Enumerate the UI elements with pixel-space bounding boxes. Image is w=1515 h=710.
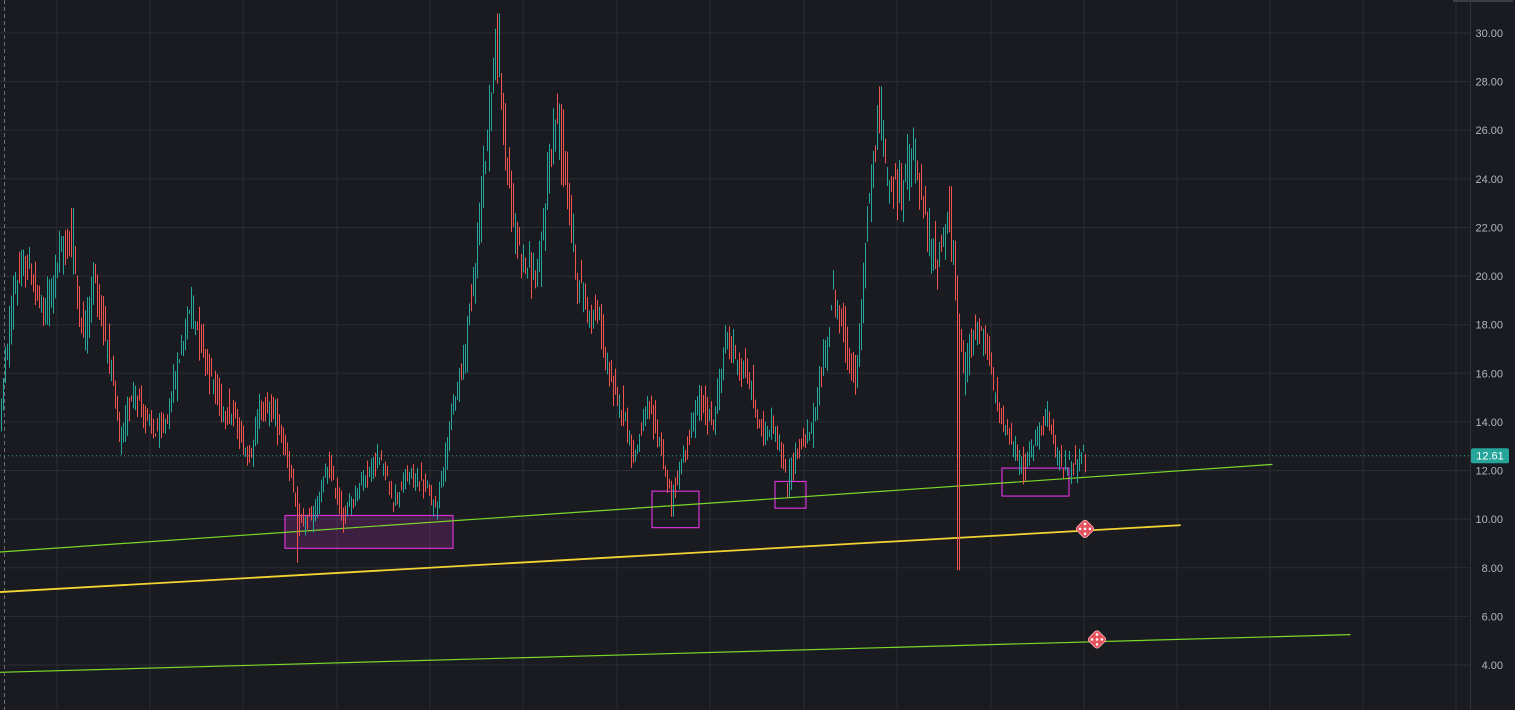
last-price-label: 12.61	[1476, 451, 1504, 463]
last-price-badge: 12.61	[1471, 448, 1509, 464]
markers[interactable]	[1075, 519, 1107, 649]
y-tick-label: 4.00	[1482, 660, 1503, 672]
y-tick-label: 18.00	[1475, 320, 1503, 332]
candles	[1, 13, 1086, 571]
y-tick-label: 14.00	[1475, 417, 1503, 429]
price-axis[interactable]: 4.00 6.00 8.00 10.00 12.00 14.00 16.00 18.00 20.…	[1453, 0, 1515, 710]
dice-pip	[1095, 643, 1099, 646]
dice-pip	[1090, 638, 1094, 641]
dice-pip	[1078, 527, 1082, 531]
dice-icon[interactable]	[1087, 630, 1107, 650]
support-zone-box[interactable]	[1001, 467, 1070, 497]
support-zone-box[interactable]	[774, 480, 807, 509]
y-tick-label: 12.00	[1475, 466, 1503, 478]
y-tick-label: 30.00	[1475, 28, 1503, 40]
dice-pip	[1100, 638, 1104, 641]
y-tick-label: 26.00	[1475, 125, 1503, 137]
dice-pip	[1083, 527, 1087, 531]
dice-icon[interactable]	[1075, 519, 1095, 539]
y-tick-label: 28.00	[1475, 77, 1503, 89]
y-tick-label: 16.00	[1475, 368, 1503, 380]
support-zone-box[interactable]	[284, 514, 454, 549]
trendline-green[interactable]	[0, 634, 1351, 673]
axis-scroll-indicator	[1453, 0, 1513, 2]
y-tick-label: 10.00	[1475, 514, 1503, 526]
trendline-yellow[interactable]	[0, 524, 1181, 593]
price-axis-background	[1470, 0, 1515, 710]
y-tick-label: 6.00	[1482, 611, 1503, 623]
y-tick-label: 24.00	[1475, 174, 1503, 186]
dice-pip	[1083, 522, 1087, 526]
trendline-green[interactable]	[0, 463, 1273, 553]
dice-pip	[1088, 527, 1092, 531]
dice-pip	[1095, 638, 1099, 641]
y-tick-label: 20.00	[1475, 271, 1503, 283]
y-tick-label: 22.00	[1475, 222, 1503, 234]
trendlines[interactable]	[0, 463, 1351, 673]
y-tick-label: 8.00	[1482, 563, 1503, 575]
price-badge-background	[1471, 448, 1509, 464]
dice-pip	[1083, 532, 1087, 536]
dice-pip	[1095, 633, 1099, 636]
